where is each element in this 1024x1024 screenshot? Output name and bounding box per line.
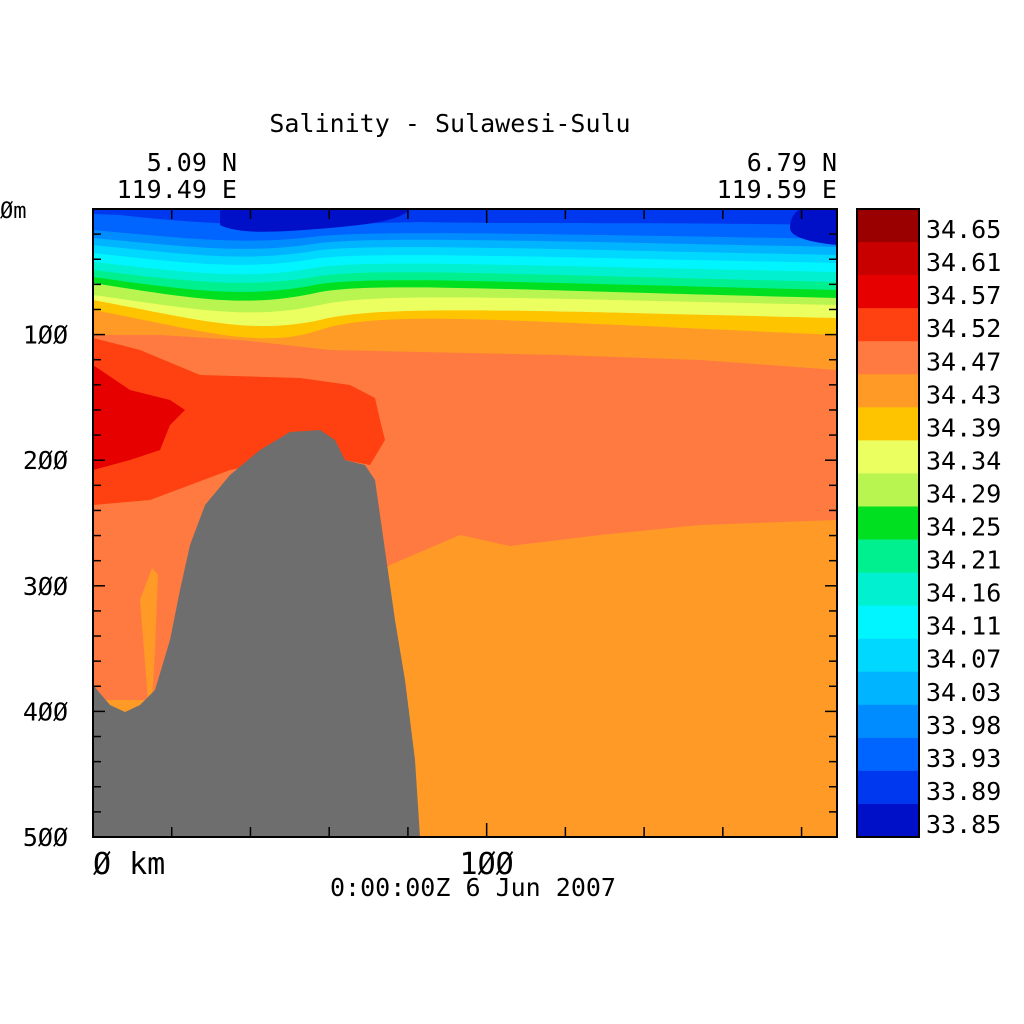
colorbar-label: 34.52 (926, 314, 1001, 343)
colorbar-frame (856, 208, 920, 838)
colorbar-swatch (857, 770, 919, 805)
colorbar-label: 33.93 (926, 744, 1001, 773)
colorbar-swatch (857, 539, 919, 574)
colorbar-swatch (857, 737, 919, 772)
end-lon-label: 119.59 E (717, 175, 837, 204)
colorbar-label: 34.57 (926, 281, 1001, 310)
x-tick-label: 1ØØ (460, 847, 514, 882)
y-tick-label: Øm (0, 199, 27, 224)
colorbar-label: 34.03 (926, 678, 1001, 707)
colorbar-label: 34.16 (926, 579, 1001, 608)
colorbar-swatch (857, 506, 919, 541)
colorbar-swatch (857, 308, 919, 342)
layer-34.57 (93, 365, 185, 470)
colorbar-swatch (857, 638, 919, 673)
colorbar-label: 33.98 (926, 711, 1001, 740)
colorbar-label: 34.39 (926, 413, 1001, 442)
colorbar: 34.65 34.61 34.57 34.52 34.47 34.43 34.39 34.34… (856, 208, 1001, 839)
colorbar-label: 34.07 (926, 645, 1001, 674)
colorbar-swatch (857, 803, 919, 838)
chart-title: Salinity - Sulawesi-Sulu (269, 109, 630, 138)
start-lon-label: 119.49 E (117, 175, 237, 204)
y-tick-label: 1ØØ (23, 321, 68, 350)
layer-34.43-upper (93, 330, 837, 370)
colorbar-label: 33.89 (926, 777, 1001, 806)
timestamp-label: 0:00:00Z 6 Jun 2007 (330, 873, 616, 902)
colorbar-swatch (857, 242, 919, 276)
layer-34.52 (93, 338, 385, 505)
colorbar-swatch (857, 473, 919, 507)
end-lat-label: 6.79 N (747, 148, 837, 177)
colorbar-swatch (857, 374, 919, 408)
colorbar-label: 34.65 (926, 215, 1001, 244)
colorbar-label: 34.34 (926, 446, 1001, 475)
plot-area (93, 209, 837, 837)
colorbar-label: 34.29 (926, 479, 1001, 508)
colorbar-label: 34.11 (926, 612, 1001, 641)
colorbar-swatch (857, 572, 919, 607)
y-tick-label: 3ØØ (23, 572, 68, 601)
colorbar-label: 34.43 (926, 380, 1001, 409)
colorbar-label: 34.21 (926, 546, 1001, 575)
colorbar-swatch (857, 209, 919, 243)
colorbar-swatch (857, 440, 919, 474)
layer-34.43-sliver (140, 568, 158, 700)
y-tick-label: 5ØØ (23, 823, 68, 852)
x-first-label: Ø km (93, 847, 165, 882)
y-tick-label: 4ØØ (23, 697, 68, 726)
colorbar-swatch (857, 407, 919, 441)
x-axis: Ø km 1ØØ (93, 209, 803, 882)
colorbar-swatch (857, 605, 919, 640)
colorbar-swatch (857, 704, 919, 739)
plot-frame (92, 208, 838, 838)
colorbar-swatch (857, 275, 919, 309)
start-lat-label: 5.09 N (147, 148, 237, 177)
colorbar-label: 34.61 (926, 248, 1001, 277)
land-mask (93, 430, 420, 837)
colorbar-swatch (857, 671, 919, 706)
colorbar-label: 34.25 (926, 513, 1001, 542)
colorbar-label: 34.47 (926, 347, 1001, 376)
y-tick-label: 2ØØ (23, 446, 68, 475)
y-axis: Øm 1ØØ 2ØØ 3ØØ 4ØØ 5ØØ (0, 199, 837, 852)
colorbar-swatch (857, 341, 919, 375)
colorbar-label: 33.85 (926, 810, 1001, 839)
